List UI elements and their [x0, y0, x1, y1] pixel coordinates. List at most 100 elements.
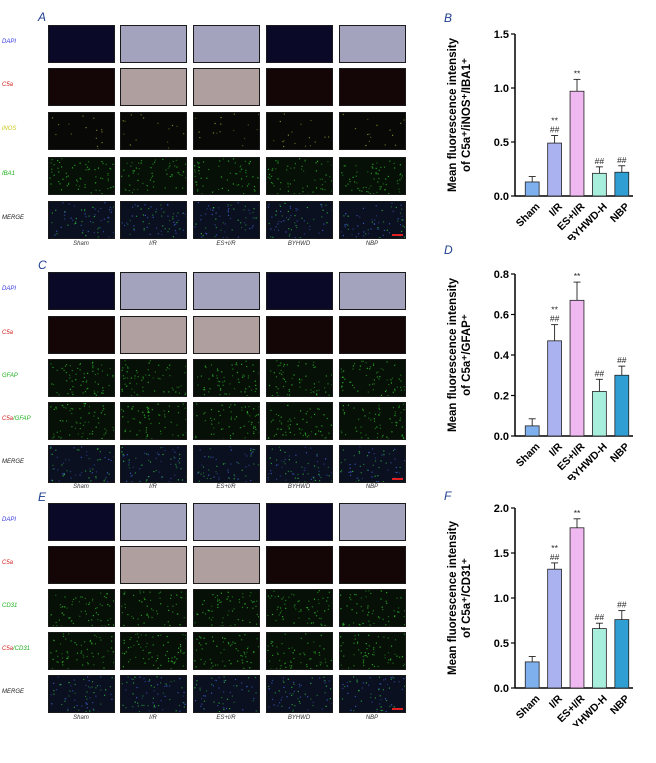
micrograph-cell [266, 112, 333, 150]
micrograph-cell [193, 157, 260, 195]
row-label: CD31 [2, 603, 46, 609]
micrograph-cell [339, 68, 406, 106]
micrograph-cell [120, 316, 187, 354]
row-label-part: /GFAP [13, 416, 31, 422]
bar [569, 299, 585, 437]
row-label-part: C5a [2, 646, 14, 652]
column-label: BYHWD [287, 241, 311, 247]
column-label: NBP [365, 241, 379, 247]
micrograph-cell [48, 445, 115, 483]
y-tick-label: 0.4 [494, 350, 510, 362]
column-label: Sham [73, 715, 89, 721]
micrograph-cell [339, 589, 406, 627]
micrograph-cell [120, 402, 187, 440]
micrograph-cell [120, 632, 187, 670]
significance-label: ** [574, 68, 581, 78]
column-label: ES+I/R [216, 715, 236, 721]
micrograph-cell [48, 359, 115, 397]
y-tick-label: 0.2 [494, 391, 509, 403]
significance-label: ## [550, 125, 560, 135]
bar [524, 425, 540, 437]
micrograph-cell [339, 402, 406, 440]
row-label: DAPI [2, 39, 46, 45]
y-axis-label-line2: of C5a⁺/GFAP⁺ [461, 314, 473, 396]
micrograph-cell [339, 503, 406, 541]
column-label: Sham [73, 484, 89, 490]
row-label-part: GFAP [2, 373, 18, 379]
micrograph-cell [120, 112, 187, 150]
micrograph-cell [193, 503, 260, 541]
micrograph-cell [193, 546, 260, 584]
micrograph-cell [266, 272, 333, 310]
row-label: DAPI [2, 286, 46, 292]
row-label-part: iNOS [2, 126, 17, 132]
significance-label: ** [574, 508, 581, 518]
micrograph-cell [48, 589, 115, 627]
bar [524, 661, 540, 689]
scale-bar [392, 234, 403, 236]
micrograph-cell [266, 316, 333, 354]
column-label: BYHWD [287, 484, 311, 490]
y-tick-label: 1.0 [494, 83, 509, 95]
micrograph-cell [193, 201, 260, 239]
row-label-part: C5a [2, 416, 14, 422]
chart-panel-letter: B [444, 11, 452, 25]
micrograph-cell [193, 589, 260, 627]
column-label: I/R [149, 715, 157, 721]
row-label-part: C5a [2, 82, 14, 88]
micrograph-cell [48, 546, 115, 584]
row-label: C5a [2, 82, 46, 88]
y-tick-label: 0.5 [494, 638, 509, 650]
x-category-label: Sham [514, 201, 543, 230]
micrograph-cell [266, 503, 333, 541]
micrograph-cell [339, 272, 406, 310]
column-label: NBP [365, 484, 379, 490]
row-label: C5a/CD31 [2, 646, 46, 652]
micrograph-cell [193, 675, 260, 713]
significance-label: ## [550, 552, 560, 562]
micrograph-cell [266, 402, 333, 440]
bar [592, 628, 607, 689]
column-label: ES+I/R [216, 484, 236, 490]
column-label: ES+I/R [216, 241, 236, 247]
y-axis-label-line1: Mean fluorescence intensity [447, 37, 459, 192]
bar [547, 568, 562, 689]
micrograph-cell [120, 503, 187, 541]
y-axis-label-line1: Mean fluorescence intensity [447, 277, 459, 432]
micrograph-cell [193, 445, 260, 483]
micrograph-cell [193, 359, 260, 397]
bar [524, 181, 540, 197]
row-label-part: DAPI [2, 39, 17, 45]
y-tick-label: 0.6 [494, 310, 509, 322]
micrograph-cell [48, 675, 115, 713]
row-label: IBA1 [2, 171, 46, 177]
micrograph-cell [120, 675, 187, 713]
bar [614, 619, 630, 689]
micrograph-cell [48, 632, 115, 670]
micrograph-cell [339, 546, 406, 584]
x-category-label: NBP [608, 201, 632, 225]
row-label-part: MERGE [2, 689, 25, 695]
y-tick-label: 2.0 [494, 503, 509, 515]
micrograph-cell [193, 402, 260, 440]
y-axis-label-line2: of C5a⁺/CD31⁺ [461, 558, 473, 638]
scale-bar [392, 708, 403, 710]
micrograph-cell [339, 157, 406, 195]
panel-letter: E [38, 490, 47, 504]
micrograph-cell [120, 68, 187, 106]
micrograph-cell [48, 112, 115, 150]
micrograph-cell [339, 675, 406, 713]
y-tick-label: 1.5 [494, 29, 509, 41]
y-axis-label-line2: of C5a⁺/iNOS⁺/IBA1⁺ [461, 58, 473, 172]
x-category-label: Sham [514, 441, 543, 470]
y-tick-label: 0.0 [494, 683, 509, 695]
micrograph-cell [339, 112, 406, 150]
panel-letter: C [38, 258, 47, 272]
row-label: MERGE [2, 689, 46, 695]
micrograph-cell [120, 157, 187, 195]
y-tick-label: 0.8 [494, 269, 509, 281]
y-tick-label: 1.0 [494, 593, 509, 605]
significance-label: ## [550, 314, 560, 324]
micrograph-cell [120, 445, 187, 483]
micrograph-cell [48, 201, 115, 239]
